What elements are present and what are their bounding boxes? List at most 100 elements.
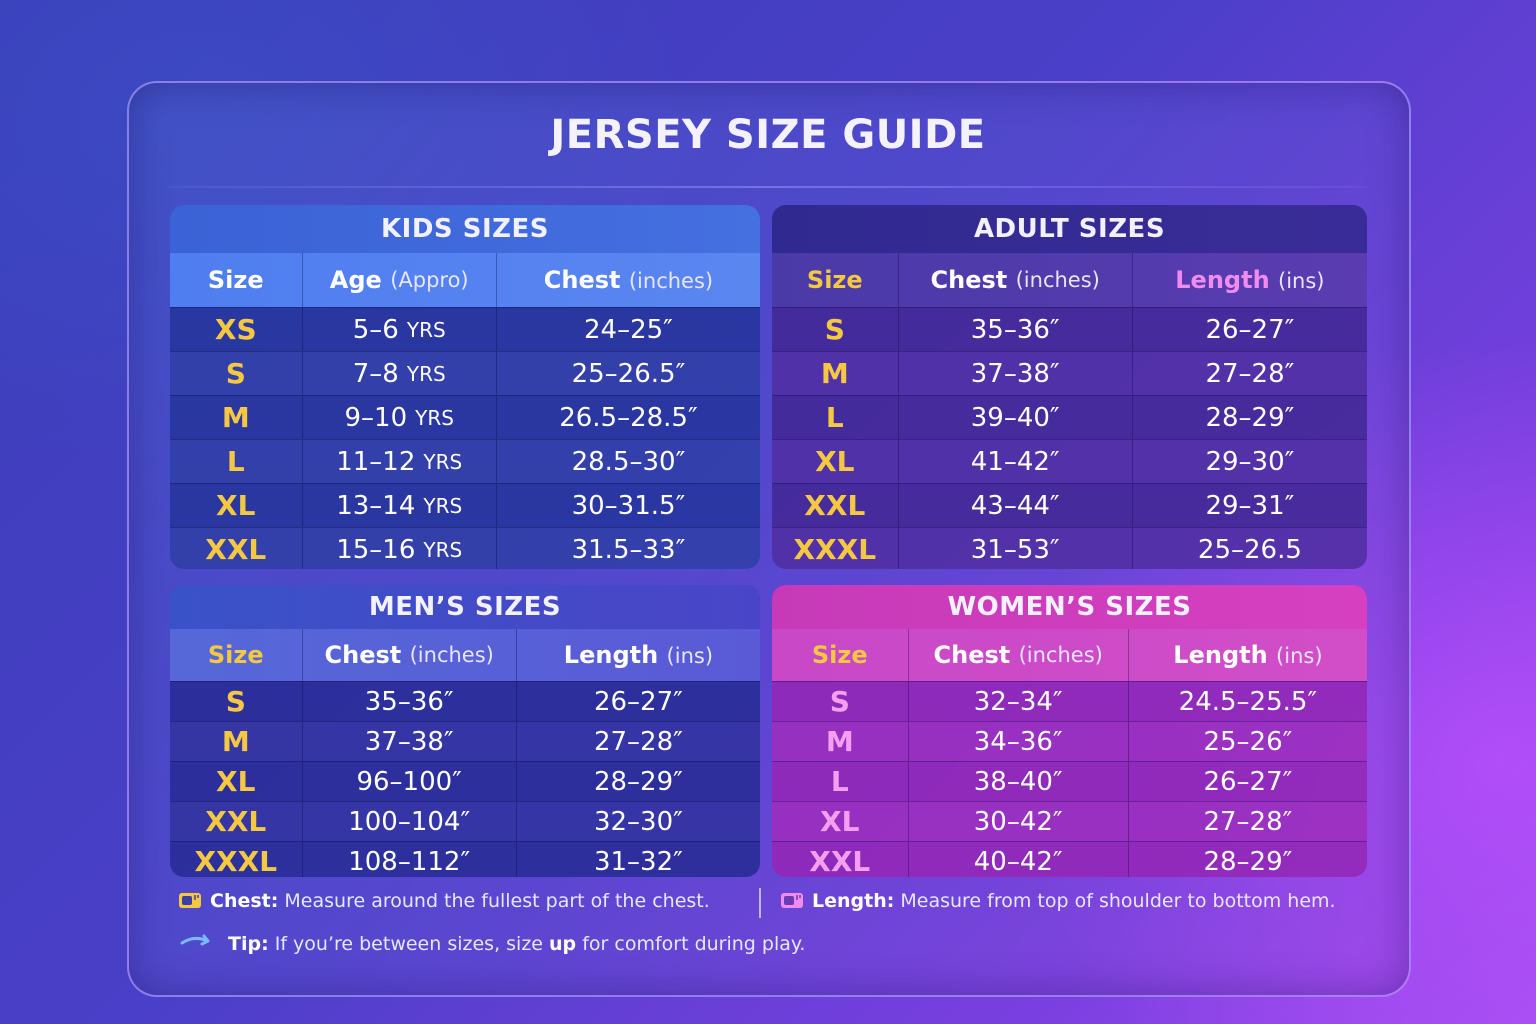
chest-cell: 35–36″ [899,308,1133,351]
length-note: Length: Measure from top of shoulder to … [780,890,1336,912]
chest-cell: 24–25″ [584,314,673,345]
age-unit: YRS [423,493,463,518]
chest-cell: 30–42″ [909,802,1129,841]
table-row: S 7–8 YRS 25–26.5″ [170,351,760,395]
men-heading: MEN’S SIZES [170,585,760,629]
age-value: 9–10 [344,402,408,433]
size-cell: XXL [170,528,303,569]
table-row: XL 96–100″ 28–29″ [170,761,760,801]
table-row: M 37–38″ 27–28″ [772,351,1367,395]
size-cell: M [170,396,303,439]
kids-col-size: Size [170,253,303,307]
age-unit: YRS [406,317,446,342]
age-value: 15–16 [336,534,416,565]
age-cell: 13–14 YRS [303,484,497,527]
length-cell: 28–29″ [1203,846,1293,877]
table-row: L 38–40″ 26–27″ [772,761,1367,801]
age-cell: 15–16 YRS [303,528,497,569]
chest-note-text: Measure around the fullest part of the c… [284,890,710,912]
kids-col-age-unit: (Appro) [390,268,469,292]
size-cell: M [170,722,303,761]
age-cell: 9–10 YRS [303,396,497,439]
size-cell: S [170,682,303,721]
length-note-text: Measure from top of shoulder to bottom h… [900,890,1336,912]
table-row: M 34–36″ 25–26″ [772,721,1367,761]
chest-cell: 32–34″ [909,682,1129,721]
adult-col-length-unit: (ins) [1278,269,1325,293]
size-cell: XXXL [170,842,303,877]
adult-col-length: Length (ins) [1133,266,1367,294]
women-col-chest-label: Chest [933,641,1011,669]
swoosh-arrow-icon [180,934,210,946]
length-cell: 24.5–25.5″ [1178,686,1318,717]
table-row: XS 5–6 YRS 24–25″ [170,307,760,351]
age-value: 7–8 [352,358,399,389]
length-cell: 27–28″ [1203,806,1293,837]
age-unit: YRS [415,405,454,430]
men-column-headers: Size Chest (inches) Length (ins) [170,629,760,681]
chest-cell: 28.5–30″ [571,446,686,477]
length-cell: 27–28″ [593,726,683,757]
table-row: XXL 43–44″ 29–31″ [772,483,1367,527]
women-col-length-label: Length [1173,641,1268,669]
length-cell: 29–31″ [1205,490,1295,521]
adult-col-length-label: Length [1175,266,1270,294]
kids-column-headers: Size Age (Appro) Chest (inches) [170,253,760,307]
chest-cell: 25–26.5″ [571,358,686,389]
size-cell: L [170,440,303,483]
kids-col-chest-label: Chest [543,266,621,294]
men-col-chest: Chest (inches) [303,629,517,681]
age-value: 5–6 [352,314,399,345]
table-row: XXL 100–104″ 32–30″ [170,801,760,841]
size-cell: S [170,352,303,395]
table-row: M 9–10 YRS 26.5–28.5″ [170,395,760,439]
chest-cell: 26.5–28.5″ [559,402,698,433]
table-row: XL 13–14 YRS 30–31.5″ [170,483,760,527]
size-cell: S [772,682,909,721]
table-row: XXXL 31–53″ 25–26.5 [772,527,1367,569]
age-unit: YRS [406,361,446,386]
length-cell: 27–28″ [1205,358,1295,389]
chest-cell: 41–42″ [899,440,1133,483]
chest-cell: 38–40″ [909,762,1129,801]
notes-divider [759,888,761,918]
age-value: 11–12 [336,446,416,477]
size-cell: XL [170,762,303,801]
kids-heading: KIDS SIZES [170,205,760,253]
size-cell: XL [772,440,899,483]
age-cell: 5–6 YRS [303,308,497,351]
chest-cell: 43–44″ [899,484,1133,527]
table-row: S 35–36″ 26–27″ [772,307,1367,351]
chest-cell: 37–38″ [899,352,1133,395]
size-cell: XXL [170,802,303,841]
chest-cell: 31–53″ [899,528,1133,569]
size-cell: S [772,308,899,351]
kids-col-size-label: Size [207,266,264,294]
table-row: M 37–38″ 27–28″ [170,721,760,761]
length-cell: 26–27″ [593,686,683,717]
length-cell: 29–30″ [1205,446,1295,477]
measuring-tape-icon [781,893,803,908]
women-col-size-label: Size [811,641,868,669]
size-cell: L [772,396,899,439]
length-cell: 28–29″ [1205,402,1295,433]
chest-cell: 39–40″ [899,396,1133,439]
size-cell: M [772,352,899,395]
men-col-length: Length (ins) [517,641,760,669]
adult-column-headers: Size Chest (inches) Length (ins) [772,253,1367,307]
chest-note-label: Chest: [210,890,279,912]
age-value: 13–14 [336,490,416,521]
age-cell: 7–8 YRS [303,352,497,395]
table-row: XL 30–42″ 27–28″ [772,801,1367,841]
length-cell: 26–27″ [1205,314,1295,345]
adult-heading: ADULT SIZES [772,205,1367,253]
chest-cell: 30–31.5″ [571,490,686,521]
women-col-chest: Chest (inches) [909,629,1129,681]
size-cell: XL [170,484,303,527]
adult-rows: S 35–36″ 26–27″ M 37–38″ 27–28″ L 39–40″ 28–29″ X… [772,307,1367,569]
size-cell: XL [772,802,909,841]
men-col-chest-unit: (inches) [409,643,494,667]
women-column-headers: Size Chest (inches) Length (ins) [772,629,1367,681]
table-row: L 11–12 YRS 28.5–30″ [170,439,760,483]
table-row: XXL 40–42″ 28–29″ [772,841,1367,877]
